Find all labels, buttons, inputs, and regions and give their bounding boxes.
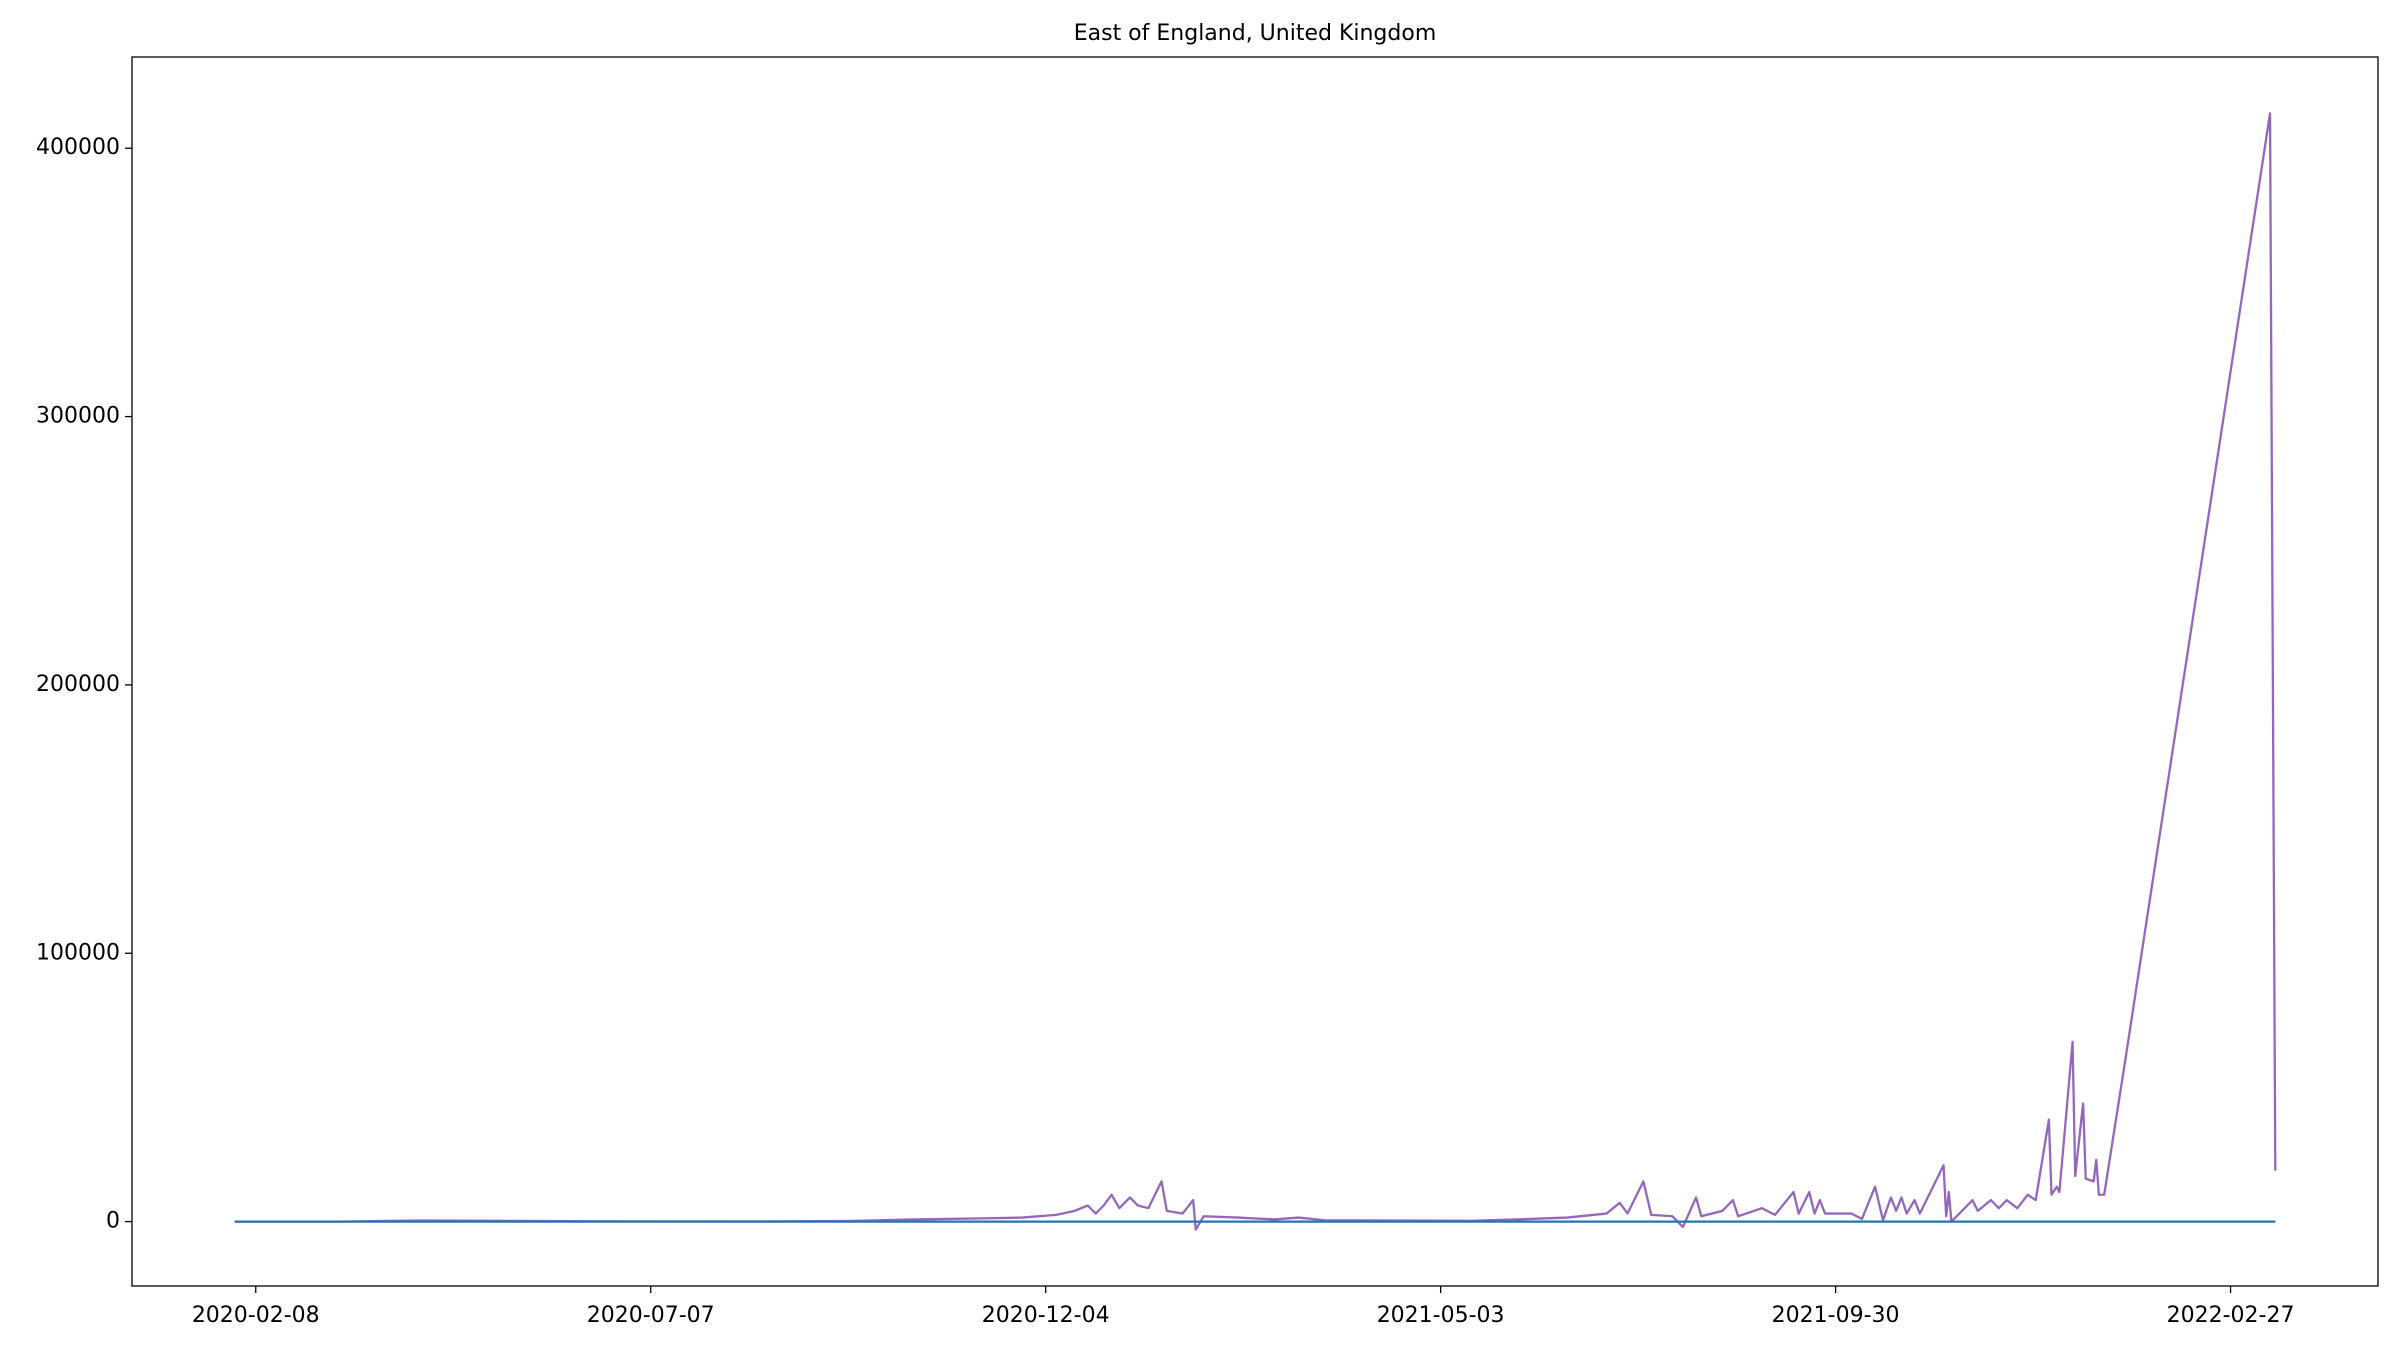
x-tick-label: 2022-02-27 bbox=[2167, 1303, 2295, 1328]
x-tick-label: 2021-09-30 bbox=[1772, 1303, 1900, 1328]
x-tick-label: 2020-02-08 bbox=[192, 1303, 320, 1328]
x-tick-label: 2020-12-04 bbox=[982, 1303, 1110, 1328]
plot-frame bbox=[131, 56, 2379, 1287]
chart-title: East of England, United Kingdom bbox=[1074, 21, 1437, 46]
x-tick-label: 2020-07-07 bbox=[587, 1303, 715, 1328]
x-tick-label: 2021-05-03 bbox=[1377, 1303, 1505, 1328]
y-tick-label: 0 bbox=[106, 1209, 120, 1234]
line-series bbox=[234, 112, 2277, 1231]
y-tick-label: 200000 bbox=[36, 672, 120, 697]
y-tick-label: 100000 bbox=[36, 940, 120, 965]
y-tick-label: 400000 bbox=[36, 135, 120, 160]
y-tick-label: 300000 bbox=[36, 404, 120, 429]
